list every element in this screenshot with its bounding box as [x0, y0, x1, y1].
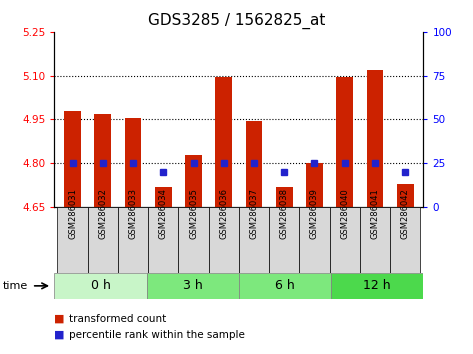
Bar	[215, 77, 232, 207]
Bar	[239, 207, 269, 273]
Text: ■: ■	[54, 314, 65, 324]
Bar	[148, 207, 178, 273]
Text: transformed count: transformed count	[69, 314, 166, 324]
Text: GSM286042: GSM286042	[401, 188, 410, 239]
Text: ■: ■	[54, 330, 65, 339]
Text: 3 h: 3 h	[183, 279, 202, 292]
Text: GSM286040: GSM286040	[340, 188, 349, 239]
Bar	[397, 184, 413, 207]
Text: GSM286037: GSM286037	[249, 188, 258, 239]
Bar	[125, 118, 141, 207]
Bar	[367, 70, 383, 207]
Text: GSM286033: GSM286033	[129, 188, 138, 239]
Text: GSM286031: GSM286031	[68, 188, 77, 239]
Bar	[269, 207, 299, 273]
Bar	[331, 273, 423, 299]
Text: GSM286034: GSM286034	[159, 188, 168, 239]
Bar	[390, 207, 420, 273]
Bar	[57, 207, 88, 273]
Bar	[155, 187, 172, 207]
Text: GDS3285 / 1562825_at: GDS3285 / 1562825_at	[148, 12, 325, 29]
Bar	[147, 273, 239, 299]
Text: time: time	[2, 281, 27, 291]
Text: GSM286035: GSM286035	[189, 188, 198, 239]
Text: GSM286038: GSM286038	[280, 188, 289, 239]
Text: percentile rank within the sample: percentile rank within the sample	[69, 330, 245, 339]
Text: GSM286041: GSM286041	[370, 188, 379, 239]
Text: 12 h: 12 h	[363, 279, 391, 292]
Bar	[185, 155, 202, 207]
Bar	[95, 114, 111, 207]
Text: 6 h: 6 h	[275, 279, 295, 292]
Bar	[306, 163, 323, 207]
Text: 0 h: 0 h	[90, 279, 111, 292]
Bar	[118, 207, 148, 273]
Bar	[330, 207, 360, 273]
Bar	[299, 207, 330, 273]
Bar	[245, 121, 263, 207]
Bar	[239, 273, 331, 299]
Text: GSM286032: GSM286032	[98, 188, 107, 239]
Bar	[360, 207, 390, 273]
Text: GSM286039: GSM286039	[310, 188, 319, 239]
Bar	[88, 207, 118, 273]
Bar	[178, 207, 209, 273]
Bar	[209, 207, 239, 273]
Bar	[64, 111, 81, 207]
Bar	[54, 273, 147, 299]
Text: GSM286036: GSM286036	[219, 188, 228, 239]
Bar	[276, 187, 292, 207]
Bar	[336, 77, 353, 207]
